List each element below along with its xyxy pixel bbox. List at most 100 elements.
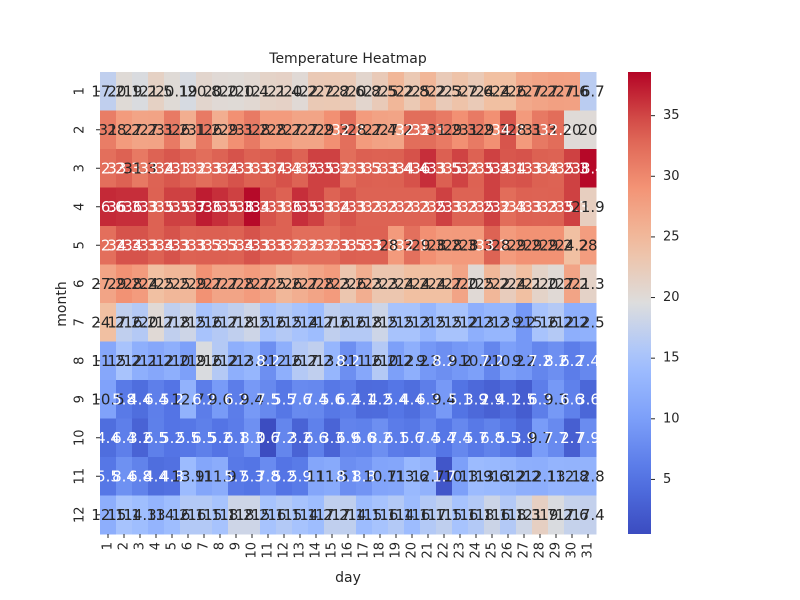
cell-value-label: 9.4 bbox=[240, 390, 264, 408]
heatmap-cell bbox=[148, 264, 165, 304]
cell-value-label: 27.2 bbox=[523, 82, 556, 100]
cell-value-label: 4.4 bbox=[96, 429, 120, 447]
cell-value-label: 6.2 bbox=[192, 390, 216, 408]
heatmap-cell bbox=[532, 495, 549, 535]
cell-value-label: 26.2 bbox=[283, 275, 316, 293]
heatmap-cell bbox=[404, 303, 421, 342]
cell-value-label: 15.2 bbox=[395, 313, 428, 331]
cell-value-label: 15.1 bbox=[203, 506, 236, 524]
heatmap-cell bbox=[324, 187, 341, 227]
cell-value-label: 11.2 bbox=[139, 352, 172, 370]
heatmap-cell bbox=[132, 110, 149, 150]
cell-value-label: 10.2 bbox=[459, 352, 492, 370]
heatmap-cell bbox=[532, 72, 549, 111]
cell-value-label: 7.2 bbox=[528, 352, 552, 370]
heatmap-cell bbox=[580, 264, 597, 304]
cell-value-label: 37.3 bbox=[187, 198, 220, 216]
heatmap-cell bbox=[372, 303, 389, 342]
cell-value-label: 12.2 bbox=[507, 467, 540, 485]
cell-value-label: 13.9 bbox=[459, 467, 492, 485]
cell-value-label: 6.4 bbox=[112, 429, 136, 447]
cell-value-label: 9.2 bbox=[448, 352, 472, 370]
cell-value-label: 28.2 bbox=[235, 275, 268, 293]
cell-value-label: 10.2 bbox=[491, 352, 524, 370]
heatmap-cell bbox=[180, 110, 197, 150]
cell-value-label: 27.3 bbox=[139, 121, 172, 139]
heatmap-cell bbox=[212, 187, 229, 227]
heatmap-cell bbox=[580, 303, 597, 342]
cell-value-label: 10.2 bbox=[171, 352, 204, 370]
cell-value-label: 15.1 bbox=[443, 506, 476, 524]
heatmap-cell bbox=[228, 303, 245, 342]
cell-value-label: 12.2 bbox=[555, 313, 588, 331]
heatmap-cell bbox=[308, 264, 325, 304]
cell-value-label: 34.3 bbox=[219, 159, 252, 177]
y-tick-label: 10 bbox=[73, 429, 88, 446]
cell-value-label: 13.9 bbox=[171, 467, 204, 485]
cell-value-label: 34.3 bbox=[235, 236, 268, 254]
heatmap-cell bbox=[116, 187, 133, 227]
heatmap-cell bbox=[228, 495, 245, 535]
cell-value-label: 12.2 bbox=[459, 313, 492, 331]
cell-value-label: 29.3 bbox=[315, 121, 348, 139]
heatmap-cell bbox=[212, 72, 229, 111]
cell-value-label: 21.3 bbox=[571, 275, 604, 293]
heatmap-cell bbox=[580, 226, 597, 265]
heatmap-cell bbox=[196, 226, 213, 265]
cell-value-label: 33.5 bbox=[347, 159, 380, 177]
heatmap-cell bbox=[564, 110, 581, 150]
cell-value-label: 9.2 bbox=[512, 313, 536, 331]
heatmap-cell bbox=[276, 303, 293, 342]
cell-value-label: 23.2 bbox=[379, 275, 412, 293]
y-tick-label: 6 bbox=[73, 280, 88, 288]
heatmap-cell bbox=[452, 457, 469, 496]
heatmap-cell bbox=[292, 341, 309, 381]
cell-value-label: 33.3 bbox=[171, 159, 204, 177]
heatmap-cell bbox=[180, 380, 197, 419]
cell-value-label: 33.2 bbox=[459, 198, 492, 216]
heatmap-cell bbox=[404, 495, 421, 535]
heatmap-cell bbox=[420, 495, 437, 535]
cell-value-label: 9.7 bbox=[528, 429, 552, 447]
heatmap-cell bbox=[356, 187, 373, 227]
cell-value-label: 20.2 bbox=[459, 275, 492, 293]
heatmap-cell bbox=[580, 72, 597, 111]
cell-value-label: 13.2 bbox=[235, 352, 268, 370]
heatmap-cell bbox=[548, 187, 565, 227]
x-tick-label: 30 bbox=[565, 542, 580, 559]
heatmap-cell bbox=[452, 418, 469, 458]
heatmap-cell bbox=[228, 187, 245, 227]
x-tick-label: 2 bbox=[117, 542, 132, 550]
heatmap-cell bbox=[356, 418, 373, 458]
heatmap-cell bbox=[228, 110, 245, 150]
heatmap-cells bbox=[100, 72, 597, 535]
cell-value-label: 13.2 bbox=[491, 313, 524, 331]
heatmap-cell bbox=[452, 303, 469, 342]
cell-value-label: 12.1 bbox=[91, 506, 124, 524]
heatmap-cell bbox=[388, 457, 405, 496]
cell-value-label: 28 bbox=[578, 236, 597, 254]
cell-value-label: 19.2 bbox=[123, 82, 156, 100]
cell-value-label: 33.5 bbox=[427, 159, 460, 177]
cell-value-label: 33.2 bbox=[411, 198, 444, 216]
heatmap-cell bbox=[132, 264, 149, 304]
heatmap-cell bbox=[516, 380, 533, 419]
cell-value-label: 13.2 bbox=[315, 352, 348, 370]
cell-value-label: 9.4 bbox=[432, 390, 456, 408]
cell-value-label: 6.2 bbox=[560, 352, 584, 370]
x-tick-label: 8 bbox=[213, 542, 228, 550]
heatmap-cell bbox=[388, 341, 405, 381]
cell-value-label: 29.3 bbox=[411, 236, 444, 254]
cell-value-label: 5.1 bbox=[448, 390, 472, 408]
heatmap-cell bbox=[324, 418, 341, 458]
cell-value-label: 12.8 bbox=[555, 467, 588, 485]
heatmap-cell bbox=[292, 418, 309, 458]
heatmap-cell bbox=[452, 380, 469, 419]
x-tick-label: 12 bbox=[277, 542, 292, 559]
cell-value-label: 33.2 bbox=[139, 159, 172, 177]
cell-value-label: 7.5 bbox=[256, 390, 280, 408]
heatmap-cell bbox=[148, 495, 165, 535]
cell-value-label: 28.2 bbox=[123, 275, 156, 293]
cell-value-label: 32.3 bbox=[315, 236, 348, 254]
cell-value-label: 20.2 bbox=[139, 313, 172, 331]
